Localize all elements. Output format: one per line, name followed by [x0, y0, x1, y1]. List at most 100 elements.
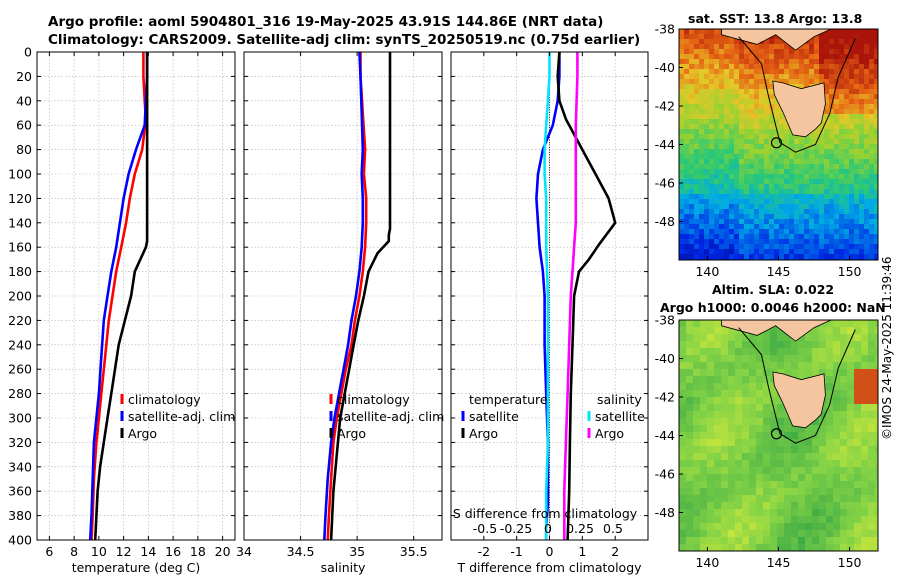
- sla-map-title-line1: Altim. SLA: 0.022: [712, 282, 835, 297]
- y-tick-label: 280: [8, 386, 32, 401]
- x-axis-label: temperature (deg C): [72, 560, 201, 575]
- y-tick-label: 260: [8, 362, 32, 377]
- upper-axis-label: S difference from climatology: [453, 506, 638, 521]
- y-tick-label: 300: [8, 411, 32, 426]
- argo-position-marker: [770, 137, 783, 149]
- series-climatology: [326, 52, 368, 541]
- map-y-tick-label: -40: [655, 60, 675, 75]
- x-axis-label: salinity: [321, 560, 366, 575]
- upper-tick-label: 0.25: [566, 521, 594, 536]
- upper-tick-label: -0.25: [500, 521, 532, 536]
- y-tick-label: 80: [16, 142, 32, 157]
- x-tick-label: 16: [165, 544, 181, 559]
- legend-label: satellite: [595, 409, 645, 424]
- map-x-tick-label: 140: [695, 555, 719, 570]
- legend-label: satellite-adj. clim: [337, 409, 444, 424]
- series-salinity-argo: [562, 52, 579, 540]
- x-tick-label: 35: [349, 544, 365, 559]
- tasmania-land: [772, 80, 826, 138]
- x-tick-label: 10: [91, 544, 107, 559]
- y-tick-label: 40: [16, 93, 32, 108]
- y-tick-label: 0: [24, 45, 32, 60]
- y-tick-label: 20: [16, 69, 32, 84]
- x-tick-label: 0: [546, 544, 554, 559]
- x-tick-label: 14: [140, 544, 156, 559]
- depth-contour: [738, 327, 856, 444]
- map-y-tick-label: -38: [655, 22, 675, 37]
- y-tick-label: 360: [8, 484, 32, 499]
- series-salinity-satellite: [543, 52, 551, 540]
- map-y-tick-label: -42: [655, 99, 675, 114]
- y-tick-label: 180: [8, 264, 32, 279]
- legend-label: satellite-adj. clim: [128, 409, 235, 424]
- x-tick-label: 34: [236, 544, 252, 559]
- y-tick-label: 380: [8, 508, 32, 523]
- x-tick-label: 18: [190, 544, 206, 559]
- legend-label: Argo: [337, 426, 366, 441]
- x-axis-label: T difference from climatology: [456, 560, 642, 575]
- upper-tick-label: 0.5: [603, 521, 623, 536]
- map-y-tick-label: -44: [655, 137, 675, 152]
- map-y-tick-label: -38: [655, 313, 675, 328]
- difference-panel: -2 -1 0 1 2T difference from climatology temp…: [450, 51, 649, 575]
- map-y-tick-label: -46: [655, 176, 675, 191]
- y-tick-label: 60: [16, 118, 32, 133]
- x-tick-label: 1: [578, 544, 586, 559]
- legend-label: Argo: [595, 426, 624, 441]
- y-tick-label: 140: [8, 215, 32, 230]
- series-argo: [93, 52, 149, 541]
- series-temperature-satellite: [535, 52, 561, 540]
- mainland-land: [679, 29, 878, 51]
- map-y-tick-label: -42: [655, 390, 675, 405]
- series-satellite-adj-clim: [88, 52, 149, 541]
- x-tick-label: 20: [215, 544, 231, 559]
- map-y-tick-label: -44: [655, 428, 675, 443]
- map-x-tick-label: 145: [767, 555, 791, 570]
- sst-field: [679, 29, 878, 260]
- x-tick-label: 6: [45, 544, 53, 559]
- mainland-land: [679, 320, 878, 342]
- legend-title-salinity: salinity: [597, 392, 642, 407]
- sla-map-title-line2: Argo h1000: 0.0046 h2000: NaN: [660, 300, 886, 315]
- sla-field: [679, 320, 878, 551]
- legend-label: climatology: [128, 392, 201, 407]
- figure-title-line2: Climatology: CARS2009. Satellite-adj cli…: [48, 32, 641, 48]
- legend-label: Argo: [469, 426, 498, 441]
- figure-title-line1: Argo profile: aoml 5904801_316 19-May-20…: [48, 14, 604, 30]
- map-x-tick-label: 140: [695, 264, 719, 279]
- argo-position-marker: [770, 428, 783, 440]
- tasmania-land: [772, 371, 826, 429]
- x-tick-label: 2: [611, 544, 619, 559]
- legend-title-temperature: temperature: [469, 392, 548, 407]
- map-y-tick-label: -40: [655, 351, 675, 366]
- legend-label: climatology: [337, 392, 410, 407]
- x-tick-label: 34.5: [287, 544, 315, 559]
- y-tick-label: 100: [8, 167, 32, 182]
- salinity-panel: 34 34.5 35 35.5 salinity climatology satellite…: [236, 51, 444, 575]
- map-x-tick-label: 150: [838, 264, 862, 279]
- map-y-tick-label: -48: [655, 505, 675, 520]
- map-y-tick-label: -48: [655, 214, 675, 229]
- map-x-tick-label: 145: [767, 264, 791, 279]
- legend-label: satellite: [469, 409, 519, 424]
- y-tick-label: 160: [8, 240, 32, 255]
- x-tick-label: 8: [70, 544, 78, 559]
- sst-map: -38 -40 -42 -44 -46 -48 140 145 150: [655, 22, 879, 279]
- depth-contour: [738, 36, 856, 153]
- x-tick-label: 12: [116, 544, 132, 559]
- sla-map: -38 -40 -42 -44 -46 -48 140 145 150: [655, 313, 879, 570]
- x-tick-label: 35.5: [400, 544, 428, 559]
- upper-tick-label: 0: [544, 521, 552, 536]
- map-x-tick-label: 150: [838, 555, 862, 570]
- y-tick-label: 340: [8, 459, 32, 474]
- x-tick-label: -2: [478, 544, 490, 559]
- y-tick-label: 240: [8, 337, 32, 352]
- sst-map-title: sat. SST: 13.8 Argo: 13.8: [688, 11, 863, 26]
- map-y-tick-label: -46: [655, 467, 675, 482]
- temperature-panel: 6 8 10 12 14 16 18 20 temperature (deg C) 0 20 40 60…: [8, 45, 236, 575]
- x-tick-label: -1: [510, 544, 522, 559]
- series-argo: [329, 52, 392, 541]
- y-tick-label: 220: [8, 313, 32, 328]
- series-temperature-argo: [556, 51, 617, 541]
- series-satellite-adj-clim: [323, 51, 365, 541]
